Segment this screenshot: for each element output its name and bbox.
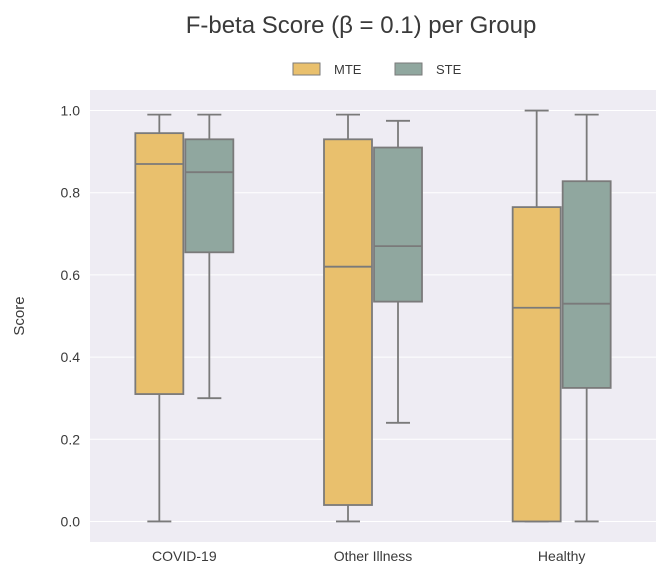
gridlines bbox=[90, 110, 656, 522]
legend-label-ste: STE bbox=[436, 62, 462, 77]
box-iqr bbox=[134, 132, 185, 395]
box-iqr bbox=[323, 138, 373, 506]
legend-label-mte: MTE bbox=[334, 62, 362, 77]
plot-area bbox=[90, 90, 656, 542]
box-iqr bbox=[511, 206, 562, 523]
y-axis-ticks: 0.0 0.2 0.4 0.6 0.8 1.0 bbox=[61, 103, 81, 530]
box-ste-2 bbox=[561, 113, 612, 523]
x-axis-ticks: COVID-19 Other Illness Healthy bbox=[152, 548, 585, 564]
legend-swatch-mte bbox=[292, 62, 321, 76]
box-mte-2 bbox=[511, 109, 562, 523]
chart-title: F-beta Score (β = 0.1) per Group bbox=[186, 12, 537, 39]
y-tick-label: 1.0 bbox=[61, 103, 81, 119]
y-tick-label: 0.6 bbox=[61, 267, 81, 283]
box-mte-1 bbox=[323, 113, 373, 523]
legend: MTE STE bbox=[292, 62, 462, 77]
box-iqr bbox=[184, 138, 235, 254]
box-ste-1 bbox=[373, 119, 423, 424]
y-tick-label: 0.0 bbox=[61, 513, 81, 529]
box-mte-0 bbox=[134, 113, 185, 523]
y-axis-label: Score bbox=[11, 296, 28, 335]
x-tick-label: COVID-19 bbox=[152, 548, 217, 564]
legend-swatch-ste bbox=[394, 62, 423, 76]
boxes bbox=[134, 109, 612, 523]
y-tick-label: 0.2 bbox=[61, 431, 81, 447]
x-tick-label: Healthy bbox=[538, 548, 585, 564]
box-ste-0 bbox=[184, 113, 235, 400]
y-tick-label: 0.4 bbox=[61, 349, 81, 365]
box-iqr bbox=[561, 180, 612, 389]
y-tick-label: 0.8 bbox=[61, 185, 81, 201]
x-tick-label: Other Illness bbox=[334, 548, 413, 564]
box-iqr bbox=[373, 146, 423, 303]
